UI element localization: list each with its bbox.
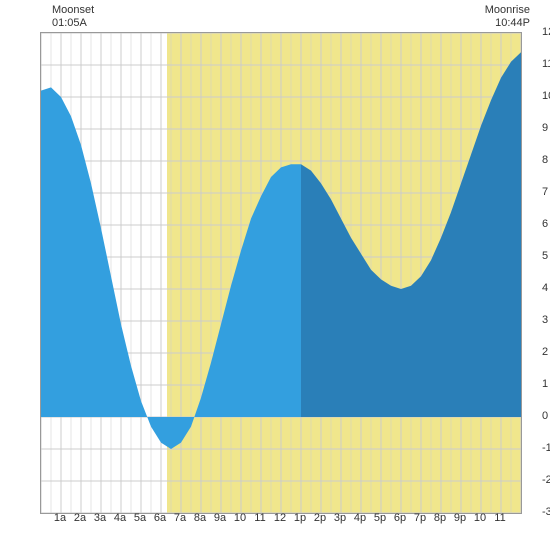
x-tick-label: 3p bbox=[334, 512, 346, 524]
y-tick-label: 0 bbox=[542, 410, 548, 422]
y-tick-label: 1 bbox=[542, 378, 548, 390]
x-tick-label: 2a bbox=[74, 512, 86, 524]
plot-area bbox=[40, 32, 522, 514]
y-tick-label: 5 bbox=[542, 250, 548, 262]
y-tick-label: 12 bbox=[542, 26, 550, 38]
x-tick-label: 8a bbox=[194, 512, 206, 524]
x-tick-label: 7p bbox=[414, 512, 426, 524]
x-tick-label: 10 bbox=[234, 512, 246, 524]
x-tick-label: 9a bbox=[214, 512, 226, 524]
y-tick-label: 11 bbox=[542, 58, 550, 70]
y-tick-label: -3 bbox=[542, 506, 550, 518]
y-tick-label: -2 bbox=[542, 474, 550, 486]
x-tick-label: 5a bbox=[134, 512, 146, 524]
moonset-info: Moonset 01:05A bbox=[52, 4, 94, 30]
x-tick-label: 8p bbox=[434, 512, 446, 524]
x-axis: 1a 2a 3a 4a 5a 6a 7a 8a 9a 10 11 12 1p 2p 3p 4p 5p 6p 7p 8p… bbox=[40, 512, 520, 528]
y-tick-label: 10 bbox=[542, 90, 550, 102]
moonrise-time: 10:44P bbox=[485, 17, 530, 30]
x-tick-label: 3a bbox=[94, 512, 106, 524]
x-tick-label: 10 bbox=[474, 512, 486, 524]
y-tick-label: 9 bbox=[542, 122, 548, 134]
y-tick-label: 7 bbox=[542, 186, 548, 198]
y-tick-label: 2 bbox=[542, 346, 548, 358]
moonset-time: 01:05A bbox=[52, 17, 94, 30]
moonrise-info: Moonrise 10:44P bbox=[485, 4, 530, 30]
x-tick-label: 12 bbox=[274, 512, 286, 524]
x-tick-label: 1a bbox=[54, 512, 66, 524]
y-tick-label: 3 bbox=[542, 314, 548, 326]
plot-svg bbox=[41, 33, 521, 513]
x-tick-label: 11 bbox=[254, 512, 265, 524]
x-tick-label: 7a bbox=[174, 512, 186, 524]
y-tick-label: 4 bbox=[542, 282, 548, 294]
x-tick-label: 1p bbox=[294, 512, 306, 524]
moonrise-label: Moonrise bbox=[485, 4, 530, 17]
x-tick-label: 2p bbox=[314, 512, 326, 524]
x-tick-label: 4a bbox=[114, 512, 126, 524]
x-tick-label: 6p bbox=[394, 512, 406, 524]
y-tick-label: 6 bbox=[542, 218, 548, 230]
moonset-label: Moonset bbox=[52, 4, 94, 17]
x-tick-label: 4p bbox=[354, 512, 366, 524]
x-tick-label: 5p bbox=[374, 512, 386, 524]
y-tick-label: -1 bbox=[542, 442, 550, 454]
y-tick-label: 8 bbox=[542, 154, 548, 166]
tide-chart: Moonset 01:05A Moonrise 10:44P -3-2-1012… bbox=[0, 0, 550, 550]
x-tick-label: 9p bbox=[454, 512, 466, 524]
x-tick-label: 11 bbox=[494, 512, 505, 524]
x-tick-label: 6a bbox=[154, 512, 166, 524]
